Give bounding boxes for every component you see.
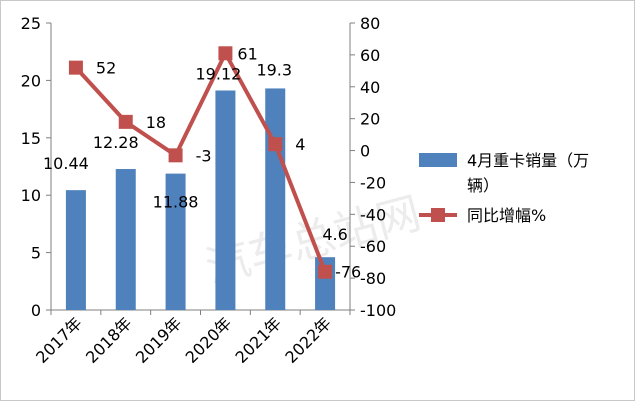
left-tick-label: 15 bbox=[21, 129, 41, 148]
bar-value-label: 19.12 bbox=[196, 65, 242, 84]
right-tick-label: 0 bbox=[360, 142, 370, 161]
legend-bar-label: 4月重卡销量（万 bbox=[467, 151, 589, 170]
left-tick-label: 0 bbox=[31, 301, 41, 320]
right-tick-label: -20 bbox=[360, 173, 386, 192]
x-tick-label: 2022年 bbox=[281, 313, 335, 367]
bar-value-label: 10.44 bbox=[43, 154, 89, 173]
legend-line-label: 同比增幅% bbox=[467, 206, 546, 225]
right-tick-label: -60 bbox=[360, 237, 386, 256]
line-value-label: 18 bbox=[146, 113, 166, 132]
right-tick-label: 60 bbox=[360, 46, 380, 65]
growth-marker bbox=[218, 46, 233, 61]
left-tick-label: 5 bbox=[31, 244, 41, 263]
line-value-label: 61 bbox=[237, 44, 257, 63]
bar-value-label: 4.6 bbox=[322, 225, 347, 244]
legend: 4月重卡销量（万辆） 同比增幅% bbox=[419, 151, 589, 225]
growth-line bbox=[74, 51, 327, 273]
x-tick-label: 2019年 bbox=[132, 313, 186, 367]
right-tick-label: -40 bbox=[360, 205, 386, 224]
right-tick-label: -80 bbox=[360, 269, 386, 288]
line-value-label: -3 bbox=[196, 146, 212, 165]
line-value-label: 4 bbox=[295, 135, 305, 154]
left-tick-label: 25 bbox=[21, 14, 41, 33]
x-tick-label: 2017年 bbox=[32, 313, 86, 367]
legend-bar-swatch bbox=[419, 153, 457, 167]
left-tick-label: 10 bbox=[21, 186, 41, 205]
bar bbox=[165, 173, 186, 310]
growth-marker bbox=[68, 60, 83, 75]
right-tick-label: 80 bbox=[360, 14, 380, 33]
bar bbox=[65, 190, 86, 310]
right-tick-label: -100 bbox=[360, 301, 396, 320]
line-series bbox=[68, 46, 333, 279]
bar-value-label: 12.28 bbox=[93, 133, 139, 152]
x-tick-label: 2018年 bbox=[82, 313, 136, 367]
bar-value-label: 19.3 bbox=[256, 60, 292, 79]
line-value-label: 52 bbox=[96, 59, 116, 78]
bar-value-label: 11.88 bbox=[153, 193, 199, 212]
x-tick-label: 2021年 bbox=[232, 313, 286, 367]
x-tick-label: 2020年 bbox=[182, 313, 236, 367]
right-tick-label: 40 bbox=[360, 78, 380, 97]
growth-marker bbox=[318, 264, 333, 279]
bar bbox=[215, 90, 236, 310]
legend-line-marker bbox=[431, 208, 445, 222]
growth-marker bbox=[168, 148, 183, 163]
bar bbox=[265, 88, 286, 310]
line-value-label: -76 bbox=[335, 263, 361, 282]
growth-marker bbox=[118, 114, 133, 129]
left-tick-label: 20 bbox=[21, 71, 41, 90]
legend-bar-label-cont: 辆） bbox=[467, 176, 499, 195]
right-tick-label: 20 bbox=[360, 110, 380, 129]
bar bbox=[115, 169, 136, 310]
growth-marker bbox=[268, 137, 283, 152]
